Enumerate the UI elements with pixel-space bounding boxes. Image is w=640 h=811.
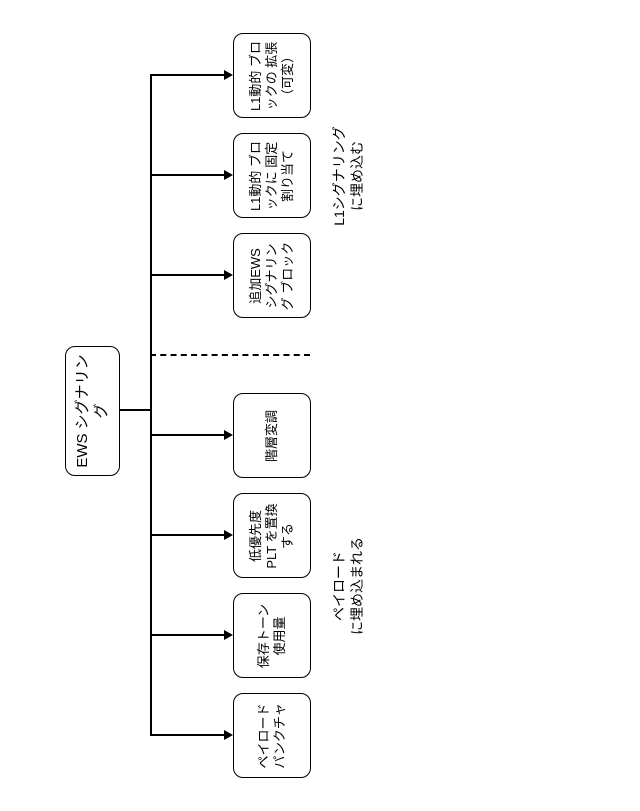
leaf-2: 低優先度PLT を置換する — [233, 494, 311, 579]
leaf-0: ペイロード パンクチャ — [233, 694, 311, 779]
arr-6 — [224, 70, 233, 80]
group-a-label: ペイロード に埋め込まれる — [330, 496, 366, 676]
leaf-0-label: ペイロード パンクチャ — [256, 701, 289, 772]
drop-3 — [150, 435, 224, 437]
drop-5 — [150, 175, 224, 177]
arr-1 — [224, 630, 233, 640]
leaf-2-label: 低優先度PLT を置換する — [248, 501, 297, 572]
group-divider — [150, 354, 310, 356]
root-node: EWS シグナリング — [65, 346, 120, 476]
drop-1 — [150, 635, 224, 637]
leaf-3-label: 階層変調 — [264, 410, 280, 462]
arr-5 — [224, 170, 233, 180]
drop-6 — [150, 75, 224, 77]
diagram-stage: EWS シグナリング ペイロード パンクチャ 保存トーン 使用量 低優先度PLT… — [0, 0, 640, 811]
arr-0 — [224, 730, 233, 740]
root-label: EWS シグナリング — [74, 353, 112, 469]
drop-2 — [150, 535, 224, 537]
leaf-1-label: 保存トーン 使用量 — [256, 601, 289, 672]
arr-3 — [224, 430, 233, 440]
leaf-4-label: 追加EWS シグナリング ブロック — [248, 241, 297, 312]
leaf-5: L1動的 ブロックに 固定割り当て — [233, 134, 311, 219]
leaf-6-label: L1動的 ブロックの 拡張（可変） — [248, 41, 297, 112]
leaf-5-label: L1動的 ブロックに 固定割り当て — [248, 141, 297, 212]
leaf-3: 階層変調 — [233, 394, 311, 479]
root-stem — [120, 410, 150, 412]
leaf-6: L1動的 ブロックの 拡張（可変） — [233, 34, 311, 119]
group-b-label: L1シグナリング に埋め込む — [330, 86, 366, 266]
drop-0 — [150, 735, 224, 737]
leaf-1: 保存トーン 使用量 — [233, 594, 311, 679]
arr-2 — [224, 530, 233, 540]
arr-4 — [224, 270, 233, 280]
leaf-4: 追加EWS シグナリング ブロック — [233, 234, 311, 319]
drop-4 — [150, 275, 224, 277]
